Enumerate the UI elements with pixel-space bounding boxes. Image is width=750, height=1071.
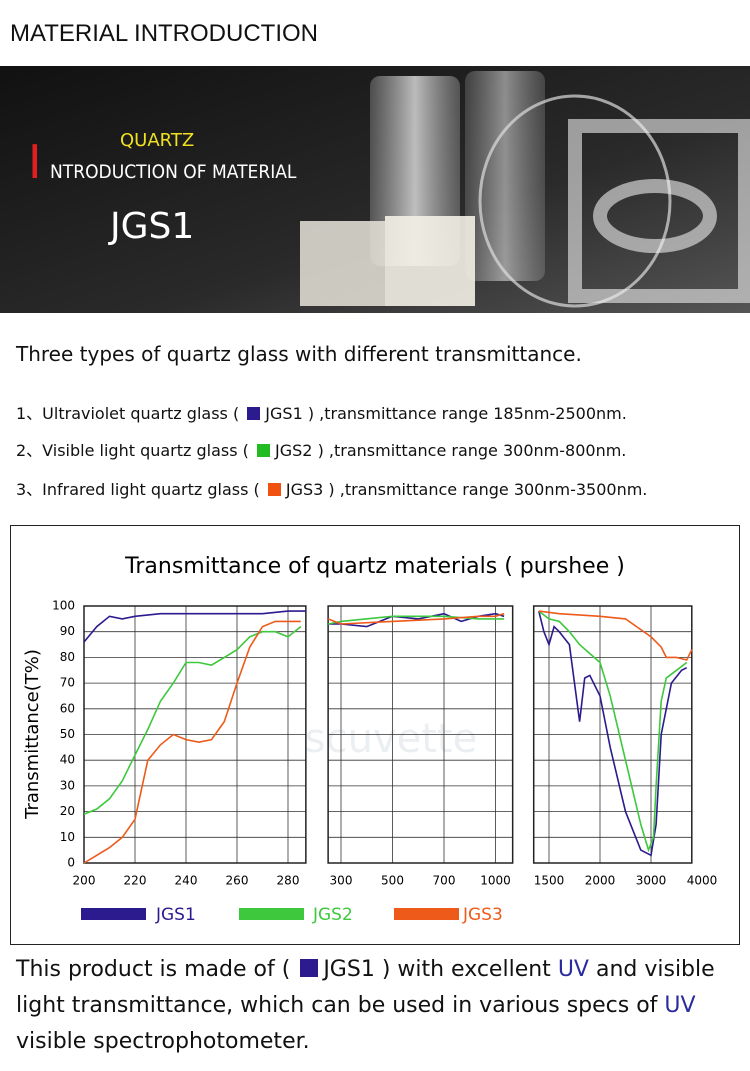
panel-frame [83,605,307,864]
list-item: 2、Visible light quartz glass ( JGS2 ) ,t… [16,437,626,461]
list-item: 1、Ultraviolet quartz glass ( JGS1 ) ,tra… [16,400,627,424]
x-tick-label: 220 [124,874,147,888]
item-text: ) ,transmittance range 185nm-2500nm. [307,404,627,423]
chart: Transmittance of quartz materials ( purs… [10,525,740,945]
chart-title: Transmittance of quartz materials ( purs… [124,554,625,579]
item-text: 1、Ultraviolet quartz glass ( [16,404,240,423]
x-tick-label: 200 [73,874,96,888]
item-text: 3、Infrared light quartz glass ( [16,480,260,499]
legend-label: JGS1 [155,905,196,925]
x-tick-label: 700 [433,874,456,888]
y-axis-label: Transmittance(T%) [22,649,43,820]
color-swatch [300,959,319,977]
x-tick-label: 500 [381,874,404,888]
intro-title: Three types of quartz glass with differe… [16,342,582,366]
legend-swatch [239,908,304,920]
y-tick-label: 60 [60,701,75,715]
y-tick-label: 0 [67,856,75,870]
y-tick-label: 40 [60,753,75,767]
highlight: UV [664,993,696,1018]
legend-swatch [81,908,146,920]
banner: QUARTZ I NTRODUCTION OF MATERIAL JGS1 [0,66,750,313]
product-code: JGS1 [323,957,375,982]
x-tick-label: 280 [277,874,300,888]
x-tick-label: 3000 [636,874,667,888]
text: and visible light transmittance, which c… [16,957,715,1018]
page-title: MATERIAL INTRODUCTION [10,20,319,47]
x-tick-label: 4000 [687,874,718,888]
text: ) with excellent [381,957,551,982]
glass-cube [300,221,385,306]
item-code: JGS3 [285,480,324,499]
color-swatch [267,483,281,496]
item-text: ) ,transmittance range 300nm-800nm. [317,441,627,460]
data-line [83,625,302,815]
y-tick-label: 50 [60,727,75,741]
text: This product is made of ( [16,957,291,982]
banner-kicker: QUARTZ [120,130,194,151]
data-line [327,615,505,625]
glass-plate [568,119,750,303]
data-line [538,610,688,853]
legend-label: JGS3 [462,905,503,925]
x-tick-label: 1000 [480,874,511,888]
data-line [83,620,301,864]
data-line [538,610,693,661]
list-item: 3、Infrared light quartz glass ( JGS3 ) ,… [16,476,647,500]
data-line [83,610,306,643]
y-tick-label: 30 [60,778,75,792]
banner-code: JGS1 [108,206,194,247]
y-tick-label: 20 [60,804,75,818]
x-tick-label: 260 [226,874,249,888]
glass-disc [478,94,672,308]
item-code: JGS2 [275,441,313,460]
panel-frame [327,605,514,864]
conclusion: This product is made of ( JGS1 ) with ex… [16,952,736,1060]
item-code: JGS1 [265,404,303,423]
x-tick-label: 300 [330,874,353,888]
legend-swatch [394,908,459,920]
watermark: scuvette [305,716,477,762]
y-tick-label: 100 [52,599,75,613]
y-tick-label: 90 [60,624,75,638]
item-text: 2、Visible light quartz glass ( [16,441,249,460]
color-swatch [257,444,271,457]
highlight: UV [557,957,589,982]
data-line [538,610,688,857]
item-text: ) ,transmittance range 300nm-3500nm. [328,480,648,499]
banner-initial: I [28,135,42,189]
legend-label: JGS2 [312,905,353,925]
data-line [327,612,505,625]
x-tick-label: 2000 [585,874,616,888]
panel-frame [532,605,693,864]
color-swatch [247,407,261,420]
text: visible spectrophotometer. [16,1029,310,1054]
y-tick-label: 80 [60,650,75,664]
x-tick-label: 1500 [534,874,565,888]
glass-ring [593,179,717,253]
banner-heading: NTRODUCTION OF MATERIAL [50,161,296,183]
y-tick-label: 10 [60,830,75,844]
glass-cube [385,216,475,306]
x-tick-label: 240 [175,874,198,888]
glass-cylinder [465,71,545,281]
y-tick-label: 70 [60,676,75,690]
